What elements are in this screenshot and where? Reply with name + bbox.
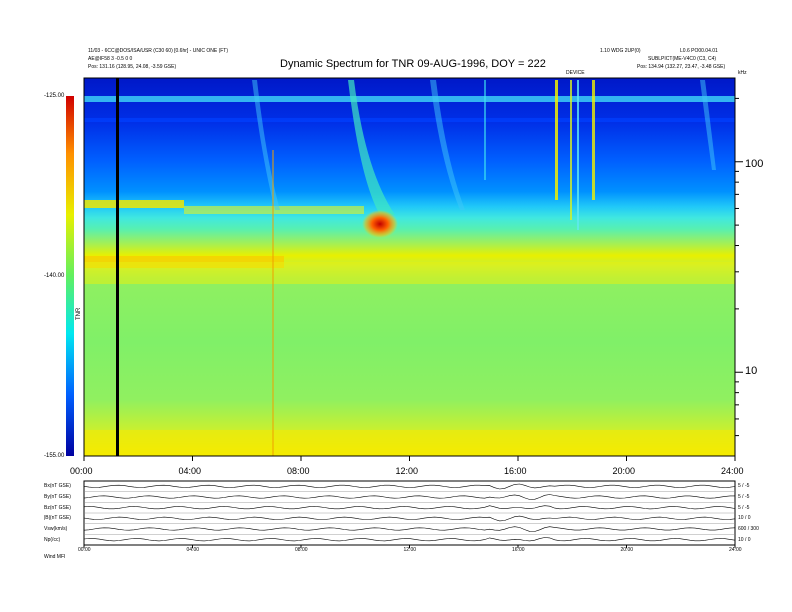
y-tick-100: 100 [745, 158, 764, 170]
colorbar-label: TNR [76, 307, 82, 320]
lower-x-tick-label: 20:00 [620, 547, 634, 553]
lower-trace [83, 494, 735, 500]
header-right-line1: 1.10 WDG 2UP(0) [600, 48, 641, 54]
header-right-position: Pos: 134.94 (132.27, 23.47, -3.48 GSE) [637, 64, 726, 70]
header-left-position: Pos: 131.16 (128.95, 24.08, -3.59 GSE) [88, 64, 177, 70]
lower-row-label: Bx(nT GSE) [44, 483, 71, 490]
lower-trace [83, 483, 736, 490]
lower-x-tick-label: 08:00 [295, 547, 308, 553]
lower-row-range: 10 / 0 [738, 536, 751, 543]
lower-row-label: Np(/cc) [44, 536, 61, 543]
burst-event [362, 210, 398, 238]
lower-footer: Wind MFI [44, 554, 66, 560]
chart-title: Dynamic Spectrum for TNR 09-AUG-1996, DO… [280, 58, 546, 70]
header-right-line2: SUBLPICT(ME-V4C0 (C3, C4) [648, 56, 717, 62]
x-tick-label: 24:00 [721, 466, 744, 476]
lower-row-label: Bz(nT GSE) [44, 504, 71, 511]
lower-x-tick-label: 24:00 [729, 547, 742, 553]
lower-row-range: 5 / -5 [738, 494, 750, 500]
spectrogram [84, 78, 735, 456]
lower-panel-traces [83, 483, 736, 542]
lower-x-tick-label: 12:00 [403, 547, 417, 553]
x-tick-label: 16:00 [504, 466, 527, 476]
lower-x-tick-label: 16:00 [512, 547, 525, 553]
lower-trace [83, 526, 736, 532]
lower-x-tick-label: 04:00 [186, 547, 200, 553]
lower-x-tick-label: 00:00 [78, 547, 91, 553]
lower-trace [83, 515, 736, 522]
lower-row-label: Vsw(km/s) [44, 526, 68, 532]
lower-row-label: By(nT GSE) [44, 494, 71, 500]
y-axis-main [735, 97, 743, 437]
colorbar-tick-top: -125.00 [44, 93, 65, 99]
y-tick-10: 10 [745, 365, 758, 377]
header-left-line1: 11/03 - 6CC@DOS/ISA/USR (C30 60) [0.6hr]… [88, 48, 229, 54]
freq-unit-label: kHz [738, 70, 747, 76]
data-gap-line [116, 78, 119, 456]
x-tick-label: 12:00 [395, 466, 419, 476]
lower-trace [83, 537, 736, 542]
colorbar-tick-bottom: -155.00 [44, 453, 65, 459]
lower-row-range: 5 / -5 [738, 504, 750, 511]
colorbar-tick-mid: -140.00 [44, 273, 65, 279]
x-tick-label: 20:00 [612, 466, 636, 476]
lower-row-label: |B|(nT GSE) [44, 515, 71, 522]
header-left-line2: AE@IF58 3 -0.5 0 0 [88, 56, 133, 62]
header-right-line1b: L0.6 PO00.04.01 [680, 48, 718, 54]
x-tick-label: 08:00 [287, 466, 310, 476]
x-axis-lower [83, 545, 736, 548]
lower-row-range: 5 / -5 [738, 483, 750, 490]
lower-row-range: 600 / 300 [738, 526, 759, 532]
lower-row-range: 10 / 0 [738, 515, 751, 522]
x-tick-label: 00:00 [70, 466, 93, 476]
x-axis-main [83, 456, 736, 461]
lower-trace [83, 505, 736, 510]
marker-label: DEVICE [566, 70, 585, 76]
x-tick-label: 04:00 [178, 466, 202, 476]
colorbar [66, 96, 74, 456]
